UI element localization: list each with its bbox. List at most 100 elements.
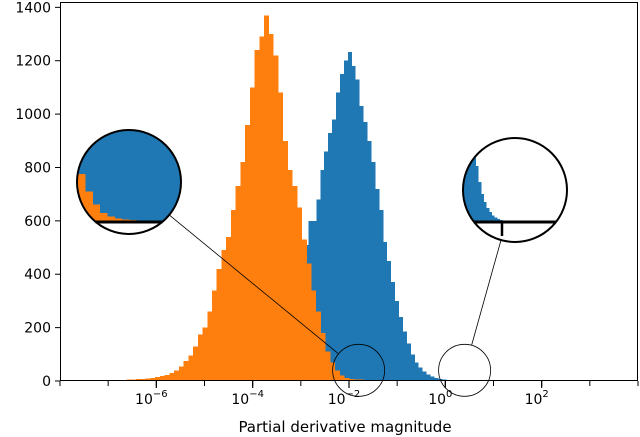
series-1-bar bbox=[148, 130, 155, 222]
y-tick-label: 1000 bbox=[15, 107, 51, 123]
series-1-bar bbox=[395, 300, 400, 381]
series-1-bar bbox=[489, 212, 492, 222]
series-1-bar bbox=[70, 0, 76, 222]
series-2-bar bbox=[254, 50, 260, 381]
y-tick-label: 400 bbox=[24, 267, 51, 283]
series-2-bar bbox=[245, 124, 250, 381]
series-1-bar bbox=[412, 0, 415, 222]
series-1-bar bbox=[100, 130, 107, 222]
series-2-bar bbox=[78, 173, 86, 222]
series-1-bar bbox=[426, 374, 431, 381]
series-1-bar bbox=[450, 0, 453, 222]
series-1-bar bbox=[457, 0, 460, 222]
inset-connector-line bbox=[168, 214, 339, 355]
series-2-bar bbox=[226, 236, 231, 381]
series-2-bar bbox=[405, 10, 408, 222]
x-tick-label: 102 bbox=[525, 389, 549, 408]
series-1-bar bbox=[486, 208, 490, 222]
series-1-bar bbox=[179, 130, 181, 223]
series-2-bar bbox=[278, 92, 284, 382]
series-1-bar bbox=[118, 130, 125, 222]
series-2-bar bbox=[155, 376, 160, 381]
series-1-bar bbox=[418, 367, 423, 381]
series-1-bar bbox=[371, 162, 376, 381]
series-2-bar bbox=[302, 239, 307, 381]
series-1-bar bbox=[494, 217, 498, 222]
series-2-bar bbox=[389, 0, 392, 222]
series-1-bar bbox=[399, 316, 403, 381]
series-2-bar bbox=[450, 221, 453, 222]
series-2-bar bbox=[150, 377, 156, 381]
series-2-bar bbox=[216, 268, 222, 381]
series-1-bar bbox=[478, 182, 482, 222]
inset-connectors bbox=[168, 214, 502, 355]
series-2-bar bbox=[412, 86, 415, 222]
series-1 bbox=[70, 0, 228, 223]
series-1-bar bbox=[423, 0, 426, 222]
series-2-bar bbox=[193, 346, 198, 381]
series-2-bar bbox=[292, 186, 298, 381]
series-1-bar bbox=[436, 0, 439, 222]
series-2-bar bbox=[399, 0, 402, 222]
series-2-bar bbox=[107, 216, 115, 222]
series-1-bar bbox=[324, 151, 329, 381]
series-1-bar bbox=[387, 260, 392, 381]
series-2-bar bbox=[230, 210, 236, 381]
series-2-bar bbox=[249, 87, 255, 381]
series-1-bar bbox=[396, 218, 399, 222]
series-1-bar bbox=[173, 130, 180, 222]
series-2-bar bbox=[311, 290, 317, 381]
series-1-bar bbox=[481, 194, 485, 222]
series-2-bar bbox=[402, 0, 405, 222]
series-2-bar bbox=[264, 15, 269, 382]
series-1-bar bbox=[431, 0, 434, 222]
series-1-bar bbox=[339, 74, 344, 381]
series-2-bar bbox=[396, 0, 399, 222]
series-1-bar bbox=[422, 371, 427, 381]
x-tick-label: 10−2 bbox=[328, 389, 361, 408]
zoom-target-circle bbox=[332, 343, 386, 397]
series-2-bar bbox=[421, 178, 424, 222]
x-axis: 10−6 10−4 10−2 100 102 bbox=[59, 381, 639, 408]
series-1-bar bbox=[415, 0, 418, 222]
series-1-bar bbox=[418, 0, 421, 222]
series-1-bar bbox=[470, 138, 474, 222]
series-2-bar bbox=[212, 290, 217, 381]
series-2-bar bbox=[268, 34, 274, 381]
series-2-bar bbox=[259, 36, 265, 382]
series-1-bar bbox=[203, 161, 209, 222]
series-2-bar bbox=[221, 250, 227, 381]
series-2-bar bbox=[383, 0, 386, 222]
series-2-bar bbox=[380, 0, 383, 222]
series-2-bar bbox=[428, 206, 431, 222]
series-2-bar bbox=[339, 375, 345, 381]
series-1-bar bbox=[379, 210, 384, 381]
series-2-bar bbox=[100, 213, 108, 222]
series-1-bar bbox=[404, 102, 407, 222]
series-1-bar bbox=[407, 18, 410, 222]
series-2-bar bbox=[85, 191, 93, 222]
series-1-bar bbox=[351, 66, 356, 381]
y-tick-label: 0 bbox=[42, 374, 51, 390]
series-2-bar bbox=[169, 372, 175, 381]
zoom-inset bbox=[0, 0, 228, 235]
series-2-bar bbox=[0, 0, 5, 222]
series-1-bar bbox=[222, 200, 228, 222]
series-1-bar bbox=[375, 188, 380, 381]
series-1-bar bbox=[410, 354, 415, 381]
series-2-bar bbox=[349, 378, 355, 381]
series-1-bar bbox=[191, 117, 197, 222]
series-2-bar bbox=[424, 194, 427, 222]
series-2-bar bbox=[377, 0, 380, 222]
series-2-bar bbox=[440, 220, 443, 222]
series-1-bar bbox=[439, 0, 442, 222]
y-tick-label: 1400 bbox=[15, 0, 51, 16]
series-1-bar bbox=[355, 79, 360, 382]
series-2-bar bbox=[207, 311, 213, 381]
series-1-bar bbox=[343, 60, 348, 381]
series-2-bar bbox=[145, 378, 151, 381]
series-2-bar bbox=[408, 46, 411, 222]
series-2-bar bbox=[159, 376, 165, 381]
series-1-bar bbox=[94, 130, 101, 222]
